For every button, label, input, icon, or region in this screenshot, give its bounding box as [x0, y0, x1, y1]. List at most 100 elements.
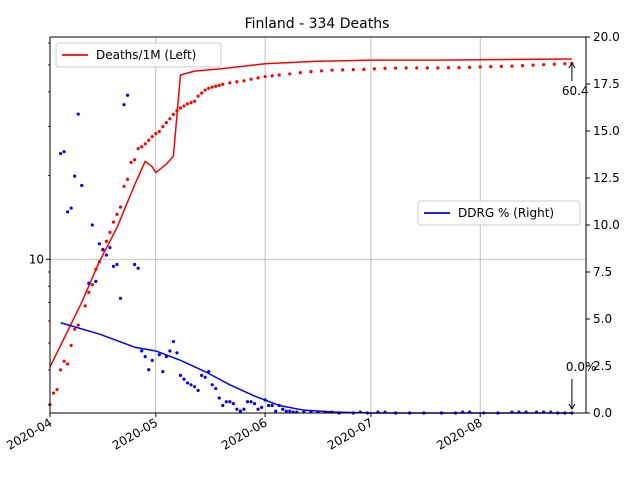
legend-ddrg-percent[interactable]: DDRG % (Right)	[417, 200, 581, 226]
deaths-per-million-data-point	[66, 362, 70, 366]
ddrg-percent-data-point	[80, 183, 84, 188]
ddrg-percent-data-point	[104, 253, 109, 257]
ddrg-percent-data-point	[147, 368, 151, 372]
deaths-per-million-data-point	[228, 81, 232, 85]
deaths-per-million-data-point	[175, 109, 179, 113]
deaths-per-million-data-point	[118, 205, 123, 209]
ddrg-percent-data-point	[118, 296, 123, 300]
deaths-per-million-data-point	[150, 135, 154, 139]
ddrg-percent-data-point	[62, 150, 66, 154]
deaths-per-million-data-point	[104, 239, 109, 243]
ddrg-percent-data-point	[87, 281, 91, 285]
ddrg-percent-data-point	[192, 385, 197, 389]
deaths-per-million-data-point	[531, 63, 535, 67]
right-y-tick-label: 2.5	[593, 359, 612, 373]
ddrg-percent-data-point	[252, 402, 257, 406]
deaths-per-million-data-point	[256, 76, 260, 80]
ddrg-percent-data-point	[185, 381, 190, 385]
deaths-per-million-data-point	[446, 66, 451, 70]
deaths-per-million-data-point	[73, 327, 77, 331]
ddrg-percent-data-point	[221, 403, 225, 408]
deaths-per-million-data-point	[235, 80, 239, 84]
deaths-per-million-data-point	[200, 91, 204, 95]
deaths-per-million-data-point	[436, 66, 440, 70]
ddrg-percent-data-point	[171, 339, 176, 344]
deaths-per-million-data-point	[94, 267, 98, 271]
ddrg-percent-data-point	[270, 403, 274, 408]
ddrg-percent-data-point	[122, 103, 126, 107]
ddrg-percent-data-point	[161, 370, 165, 374]
ddrg-percent-data-point	[90, 223, 94, 227]
deaths-per-million-data-point	[277, 73, 281, 77]
ddrg-percent-data-point	[189, 383, 193, 387]
deaths-per-million-data-point	[55, 387, 59, 392]
ddrg-percent-data-point	[203, 375, 207, 379]
right-y-tick-label: 0.0	[593, 406, 612, 420]
ddrg-percent-data-point	[108, 245, 112, 250]
legend-deaths-per-million[interactable]: Deaths/1M (Left)	[55, 42, 222, 68]
deaths-per-million-data-point	[58, 368, 63, 372]
deaths-per-million-data-point	[83, 304, 87, 308]
ddrg-percent-data-point	[66, 210, 70, 214]
deaths-per-million-data-point	[393, 66, 398, 70]
ddrg-percent-data-point	[259, 405, 264, 409]
deaths-per-million-data-point	[217, 83, 221, 87]
ddrg-percent-data-point	[94, 279, 98, 283]
deaths-per-million-data-point	[115, 212, 119, 216]
deaths-per-million-data-point	[129, 160, 133, 165]
deaths-per-million-data-point	[62, 359, 66, 363]
ddrg-percent-data-point	[267, 403, 271, 408]
ddrg-percent-data-point	[238, 409, 243, 413]
ddrg-percent-data-point	[281, 407, 285, 411]
ddrg-percent-data-point	[231, 402, 235, 406]
deaths-per-million-data-point	[185, 102, 190, 106]
deaths-per-million-data-point	[383, 66, 387, 70]
deaths-per-million-data-point	[563, 62, 567, 66]
ddrg-percent-data-point	[111, 264, 116, 268]
deaths-per-million-data-point	[154, 132, 158, 136]
annotation-arrow-head	[568, 62, 576, 69]
deaths-per-million-data-point	[249, 77, 253, 81]
ddrg-percent-data-point	[228, 400, 232, 404]
deaths-per-million-data-point	[263, 74, 267, 79]
deaths-per-million-data-point	[362, 67, 366, 71]
annotation-final-deaths-per-million: 60.4	[562, 84, 589, 98]
legend-box	[55, 42, 222, 68]
ddrg-percent-data-point	[133, 262, 137, 267]
deaths-per-million-data-point	[221, 82, 225, 86]
right-y-tick-label: 12.5	[593, 171, 620, 185]
legend-label: DDRG % (Right)	[458, 206, 554, 220]
legend-box	[417, 200, 581, 226]
ddrg-percent-data-point	[97, 242, 101, 246]
deaths-per-million-data-point	[242, 79, 246, 83]
annotations: 60.4 0.0%	[562, 62, 596, 410]
deaths-per-million-data-point	[203, 88, 207, 92]
right-y-tick-label: 7.5	[593, 265, 612, 279]
deaths-per-million-data-point	[182, 104, 186, 108]
deaths-per-million-data-point	[270, 74, 274, 78]
deaths-per-million-data-point	[552, 62, 556, 66]
ddrg-percent-data-point	[125, 93, 130, 97]
ddrg-percent-data-point	[150, 358, 154, 362]
deaths-per-million-data-point	[140, 145, 144, 149]
ddrg-percent-data-point	[73, 174, 77, 178]
ddrg-percent-data-point	[69, 206, 73, 210]
ddrg-percent-data-point	[288, 409, 292, 413]
right-y-tick-label: 15.0	[593, 124, 620, 138]
series-line-deaths-per-million	[49, 58, 572, 368]
deaths-per-million-data-point	[404, 66, 408, 70]
ddrg-percent-data-point	[277, 403, 281, 408]
ddrg-percent-data-point	[101, 247, 105, 252]
deaths-per-million-data-point	[51, 391, 56, 395]
deaths-per-million-data-point	[520, 64, 525, 68]
ddrg-percent-data-point	[284, 409, 288, 413]
ddrg-percent-data-point	[263, 398, 267, 402]
legend-label: Deaths/1M (Left)	[96, 48, 196, 62]
deaths-per-million-data-point	[122, 184, 126, 188]
deaths-per-million-data-point	[171, 112, 176, 116]
legends[interactable]: Deaths/1M (Left) DDRG % (Right)	[55, 42, 581, 226]
chart-title: Finland - 334 Deaths	[245, 16, 390, 32]
deaths-per-million-data-point	[319, 69, 324, 73]
ddrg-percent-data-point	[175, 351, 179, 355]
